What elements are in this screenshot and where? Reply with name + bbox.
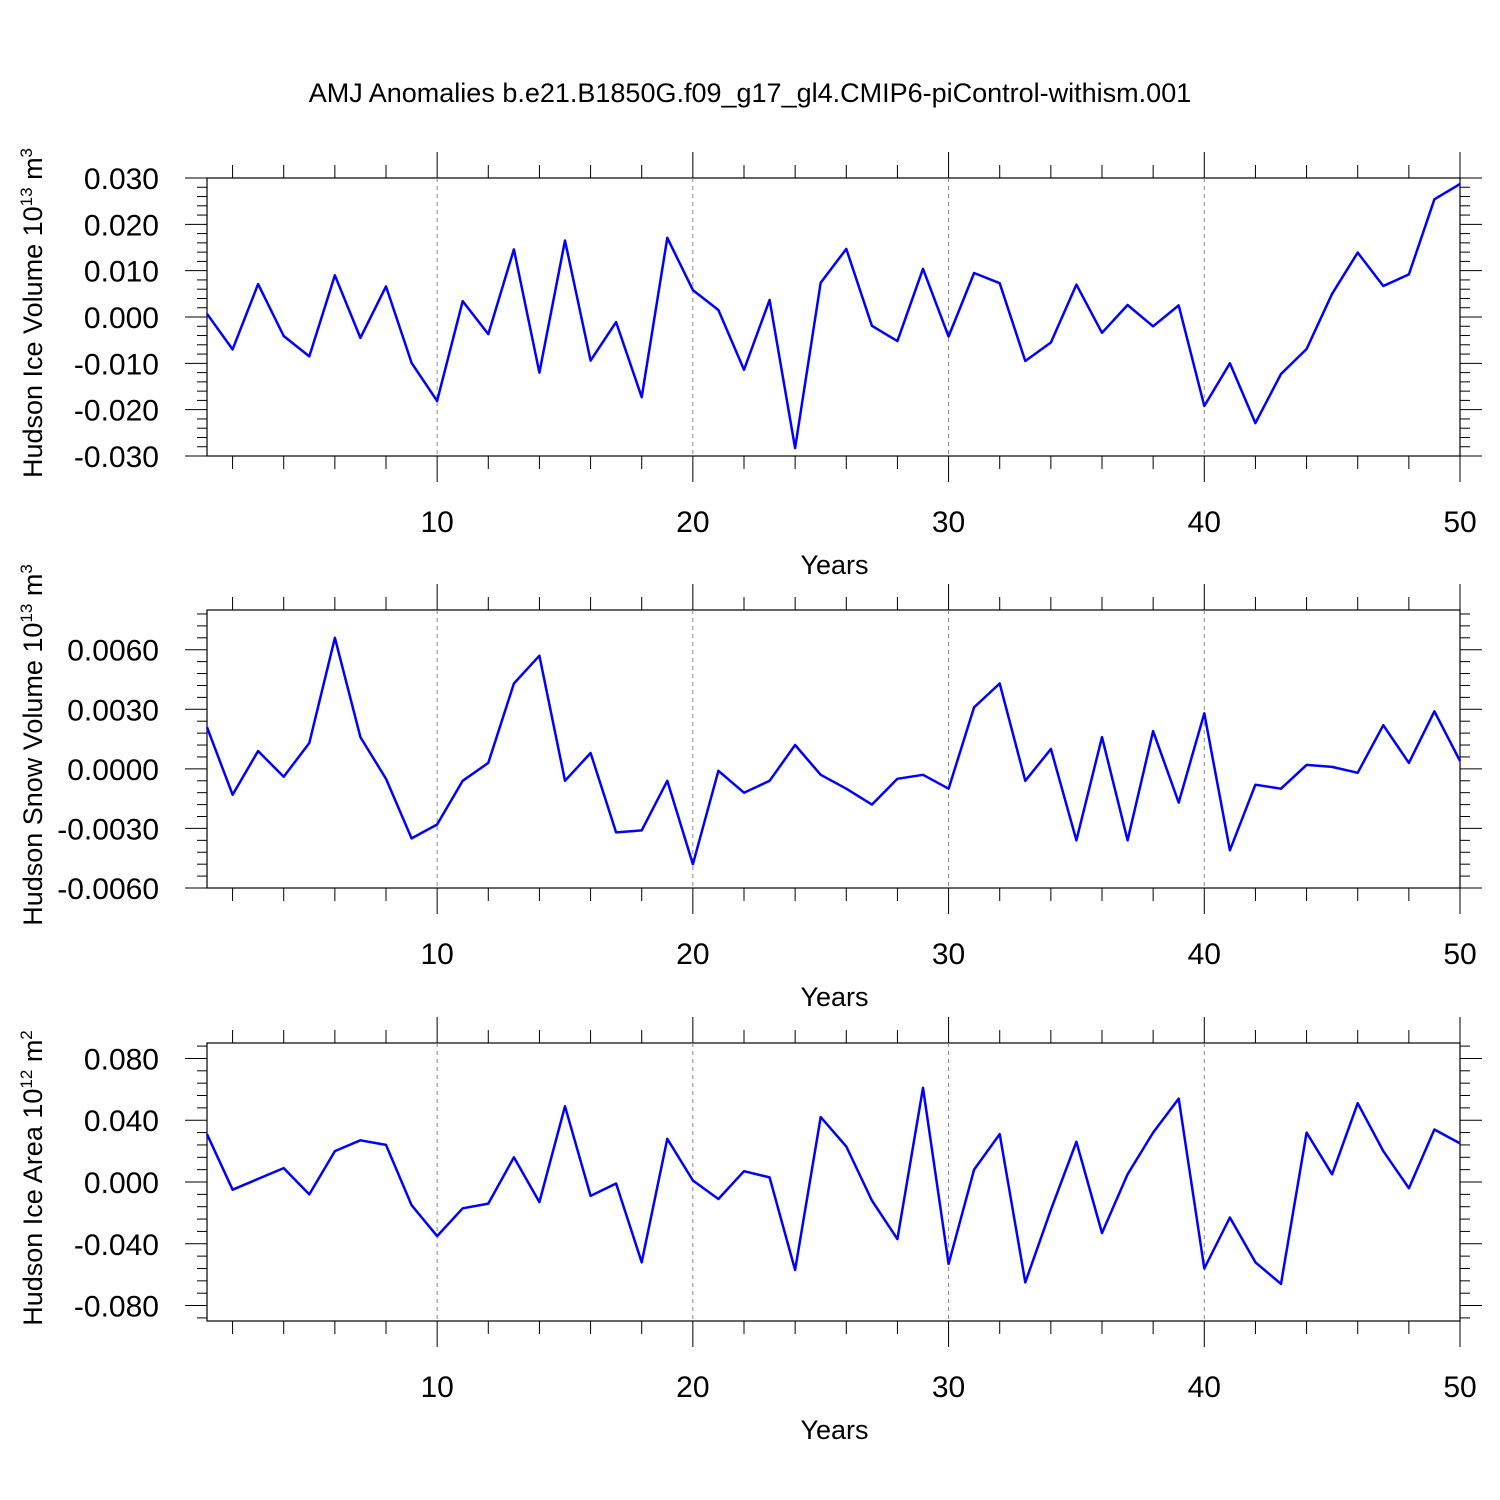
series-line [205, 1086, 1461, 1286]
y-tick-label: 0.0000 [67, 754, 159, 787]
x-tick-label: 40 [1188, 938, 1221, 971]
y-tick-label: 0.000 [84, 1167, 159, 1200]
x-tick-label: 50 [1443, 938, 1476, 971]
x-tick-label: 20 [676, 1371, 709, 1404]
y-tick-label: 0.030 [84, 163, 159, 196]
y-tick-label: -0.030 [74, 441, 159, 474]
y-axis-label: Hudson Ice Volume 1013 m3 [17, 148, 48, 478]
y-tick-label: -0.0060 [57, 873, 159, 906]
y-axis-label: Hudson Ice Area 1012 m2 [17, 1030, 48, 1326]
x-tick-label: 50 [1443, 1371, 1476, 1404]
x-axis-label: Years [800, 982, 868, 1012]
x-tick-label: 20 [676, 506, 709, 539]
x-tick-label: 40 [1188, 506, 1221, 539]
y-tick-label: -0.020 [74, 395, 159, 428]
y-tick-label: 0.010 [84, 256, 159, 289]
plot-frame [206, 1042, 1461, 1322]
x-tick-label: 10 [420, 938, 453, 971]
y-tick-label: 0.0060 [67, 635, 159, 668]
y-tick-label: 0.080 [84, 1043, 159, 1076]
x-tick-label: 10 [420, 1371, 453, 1404]
y-tick-label: 0.0030 [67, 694, 159, 727]
x-axis-label: Years [800, 1415, 868, 1445]
y-tick-label: -0.0030 [57, 813, 159, 846]
x-tick-label: 50 [1443, 506, 1476, 539]
x-tick-label: 30 [932, 1371, 965, 1404]
x-tick-label: 10 [420, 506, 453, 539]
y-tick-label: -0.080 [74, 1291, 159, 1324]
y-tick-label: -0.040 [74, 1229, 159, 1262]
ice-volume-panel: 10 20 30 40 50 -0.030 -0.020 -0.010 0.000 0.010 0.… [17, 148, 1482, 580]
x-axis-label: Years [800, 550, 868, 580]
x-tick-label: 20 [676, 938, 709, 971]
ice-area-panel: 10 20 30 40 50 -0.080 -0.040 0.000 0.040 0.080 Yea… [17, 1017, 1482, 1445]
x-tick-label: 30 [932, 938, 965, 971]
y-tick-label: 0.000 [84, 302, 159, 335]
chart-title: AMJ Anomalies b.e21.B1850G.f09_g17_gl4.C… [308, 78, 1192, 108]
y-axis-label: Hudson Snow Volume 1013 m3 [17, 564, 48, 926]
x-tick-label: 40 [1188, 1371, 1221, 1404]
snow-volume-panel: 10 20 30 40 50 -0.0060 -0.0030 0.0000 0.0030 0.00… [17, 564, 1482, 1012]
y-tick-label: -0.010 [74, 348, 159, 381]
plot-frame [206, 609, 1461, 889]
series-line [205, 636, 1462, 866]
x-tick-label: 30 [932, 506, 965, 539]
y-tick-label: 0.020 [84, 209, 159, 242]
y-tick-label: 0.040 [84, 1105, 159, 1138]
series-line [205, 182, 1461, 450]
